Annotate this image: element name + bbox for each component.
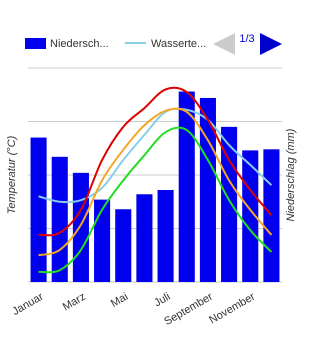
bar <box>30 137 47 282</box>
page: {"chart_data": { "type": "bar-line", "le… <box>5 32 297 329</box>
bar <box>115 209 132 282</box>
bar <box>178 91 195 282</box>
line-series <box>38 107 273 204</box>
x-tick-label: Januar <box>10 291 45 318</box>
line-series <box>38 126 273 274</box>
next-page[interactable] <box>260 33 282 55</box>
chart: Niedersch... Wasserte... 1/3 Temperatur … <box>6 33 297 328</box>
bar <box>263 149 280 282</box>
bar <box>199 97 216 283</box>
y-axis-title: Temperatur (°C) <box>6 135 18 214</box>
legend-swatch <box>25 38 46 49</box>
x-tick-label: Juli <box>152 291 172 310</box>
page-indicator: 1/3 <box>239 33 254 45</box>
x-tick-label: September <box>162 291 215 328</box>
bar <box>136 194 153 282</box>
x-tick-label: Mai <box>109 291 130 310</box>
line-series <box>38 107 273 257</box>
x-tick-label: Marz <box>61 291 88 314</box>
bar <box>51 156 68 282</box>
prev-page[interactable] <box>213 33 235 55</box>
y2-axis-title: Niederschlag (mm) <box>285 128 297 221</box>
bar <box>94 199 111 282</box>
legend-label: Wasserte... <box>151 38 206 50</box>
bar <box>72 172 89 282</box>
legend-label: Niedersch... <box>50 38 109 50</box>
x-tick-label: November <box>207 291 257 327</box>
bar <box>157 189 174 282</box>
line-series <box>38 86 273 237</box>
